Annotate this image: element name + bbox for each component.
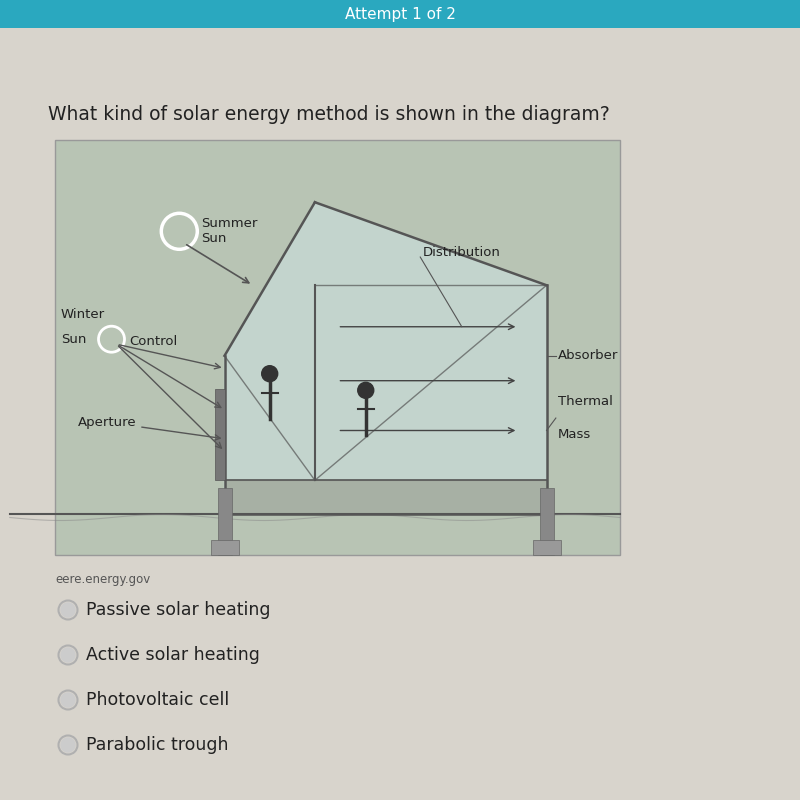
Text: Thermal: Thermal — [558, 395, 613, 408]
Text: Absorber: Absorber — [558, 350, 618, 362]
Text: Summer: Summer — [202, 217, 258, 230]
Circle shape — [358, 382, 374, 398]
Text: Control: Control — [130, 334, 178, 348]
Text: Photovoltaic cell: Photovoltaic cell — [86, 691, 230, 709]
FancyBboxPatch shape — [539, 488, 554, 555]
FancyBboxPatch shape — [210, 540, 238, 555]
Text: What kind of solar energy method is shown in the diagram?: What kind of solar energy method is show… — [48, 106, 610, 125]
FancyBboxPatch shape — [214, 389, 225, 480]
Circle shape — [262, 366, 278, 382]
Text: eere.energy.gov: eere.energy.gov — [55, 573, 150, 586]
FancyBboxPatch shape — [55, 140, 620, 555]
FancyBboxPatch shape — [0, 0, 800, 28]
Text: Winter: Winter — [61, 308, 105, 321]
Text: Active solar heating: Active solar heating — [86, 646, 260, 664]
Text: Mass: Mass — [558, 428, 591, 441]
Polygon shape — [225, 202, 546, 514]
Text: Sun: Sun — [61, 333, 86, 346]
Text: Distribution: Distribution — [422, 246, 500, 258]
Text: Attempt 1 of 2: Attempt 1 of 2 — [345, 7, 455, 22]
Text: Passive solar heating: Passive solar heating — [86, 601, 270, 619]
Circle shape — [61, 738, 75, 752]
FancyBboxPatch shape — [218, 488, 231, 555]
Text: Sun: Sun — [202, 232, 226, 245]
Text: Parabolic trough: Parabolic trough — [86, 736, 229, 754]
FancyBboxPatch shape — [533, 540, 561, 555]
Circle shape — [61, 648, 75, 662]
Polygon shape — [225, 480, 546, 514]
Circle shape — [61, 693, 75, 707]
Circle shape — [61, 603, 75, 617]
Text: Aperture: Aperture — [78, 416, 220, 440]
